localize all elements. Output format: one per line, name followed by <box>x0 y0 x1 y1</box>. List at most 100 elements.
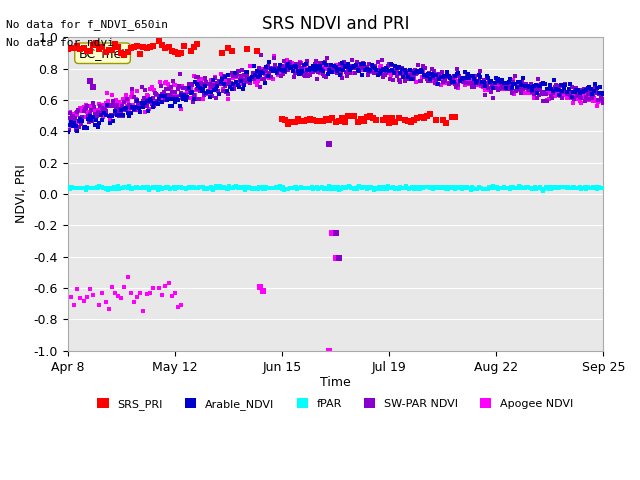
Point <box>349 112 360 120</box>
Point <box>67 110 77 118</box>
Point <box>578 89 588 96</box>
Point <box>153 98 163 106</box>
Point <box>248 70 258 77</box>
Point <box>100 99 111 107</box>
Point <box>110 40 120 48</box>
Point <box>276 72 286 80</box>
Point <box>348 64 358 72</box>
Point <box>300 60 310 68</box>
Point <box>502 80 513 87</box>
Point <box>320 184 330 192</box>
Point <box>346 69 356 76</box>
Point <box>201 78 211 85</box>
Point <box>413 68 423 76</box>
Point <box>370 64 380 72</box>
Point <box>105 184 115 192</box>
Point <box>321 73 331 81</box>
Point <box>225 76 235 84</box>
Point <box>145 184 156 192</box>
Point <box>592 84 602 92</box>
Point <box>593 184 603 192</box>
Point <box>588 91 598 99</box>
Point <box>319 72 329 80</box>
Point <box>458 74 468 82</box>
Point <box>113 293 124 300</box>
Point <box>132 183 143 191</box>
Point <box>145 96 155 104</box>
Point <box>83 108 93 116</box>
Point <box>369 186 379 193</box>
Point <box>178 84 188 91</box>
Point <box>140 108 150 116</box>
Point <box>278 63 288 71</box>
Point <box>403 117 413 124</box>
Point <box>397 64 407 72</box>
Point <box>518 74 528 82</box>
Point <box>294 71 305 78</box>
Point <box>518 89 528 96</box>
Point <box>227 72 237 80</box>
Point <box>522 83 532 90</box>
Point <box>580 97 591 105</box>
Point <box>481 81 492 89</box>
Point <box>491 84 501 92</box>
Point <box>69 113 79 120</box>
Point <box>450 72 460 80</box>
Point <box>99 107 109 115</box>
Point <box>252 68 262 75</box>
Point <box>172 95 182 103</box>
Point <box>317 65 327 72</box>
Point <box>227 69 237 77</box>
Point <box>63 123 73 131</box>
Point <box>81 293 92 301</box>
Point <box>575 94 585 101</box>
Point <box>576 185 586 193</box>
Point <box>304 184 314 192</box>
Point <box>355 63 365 71</box>
Point <box>419 71 429 79</box>
Point <box>255 69 266 77</box>
Point <box>543 85 554 93</box>
Point <box>459 183 469 191</box>
Point <box>125 102 135 110</box>
Point <box>116 294 127 302</box>
Point <box>450 80 460 87</box>
Point <box>488 94 498 101</box>
Point <box>424 76 434 84</box>
Point <box>514 83 524 90</box>
Point <box>375 63 385 71</box>
Point <box>135 104 145 111</box>
Point <box>581 89 591 96</box>
Point <box>170 82 180 89</box>
Point <box>218 87 228 95</box>
Point <box>307 64 317 72</box>
Point <box>283 120 293 127</box>
Point <box>525 84 535 92</box>
Point <box>218 85 228 93</box>
Point <box>243 77 253 85</box>
Point <box>277 66 287 74</box>
Point <box>141 290 152 298</box>
Point <box>318 70 328 78</box>
Point <box>541 96 552 103</box>
Point <box>559 88 570 96</box>
Point <box>145 85 156 93</box>
Point <box>364 68 374 75</box>
Text: No data for ndvi: No data for ndvi <box>6 38 115 48</box>
Point <box>204 84 214 92</box>
Point <box>186 81 196 88</box>
Point <box>561 184 572 192</box>
Point <box>424 183 434 191</box>
Point <box>118 95 128 103</box>
Point <box>258 185 268 193</box>
Point <box>598 99 609 107</box>
Point <box>586 86 596 94</box>
Point <box>180 92 191 99</box>
Point <box>538 79 548 86</box>
Point <box>319 63 329 71</box>
Point <box>584 88 595 96</box>
Point <box>270 185 280 192</box>
Point <box>159 92 169 99</box>
Point <box>94 182 104 190</box>
Point <box>444 72 454 80</box>
